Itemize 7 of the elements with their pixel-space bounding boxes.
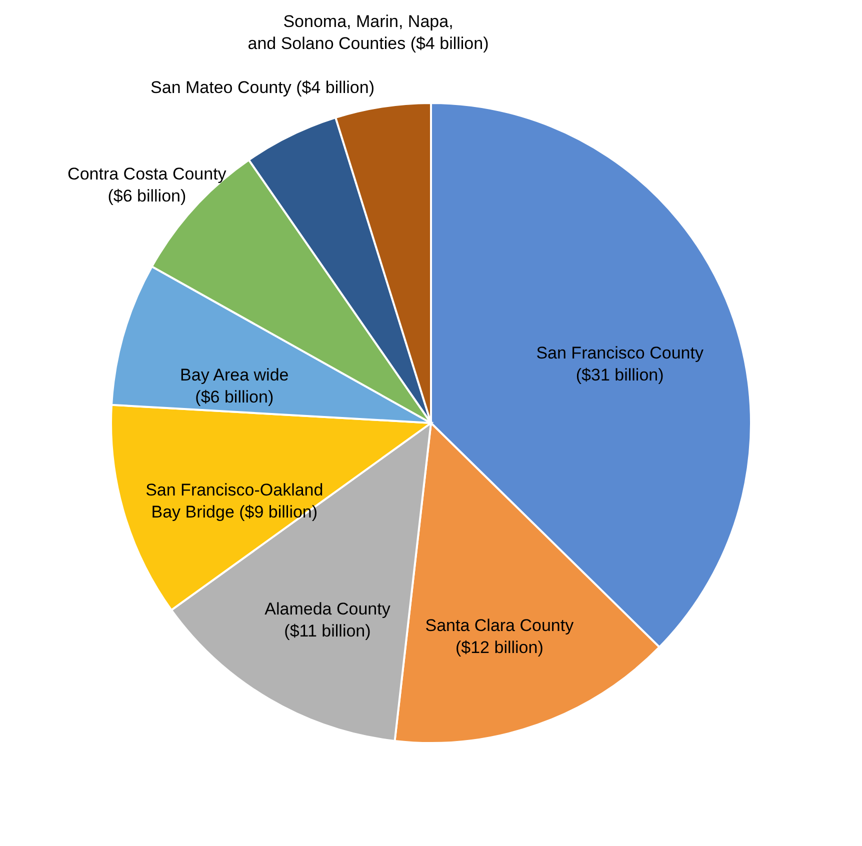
slice-label: San Mateo County ($4 billion) [150, 78, 375, 97]
slice-label: San Francisco County ($31 billion) [536, 344, 704, 385]
slice-label: Sonoma, Marin, Napa, and Solano Counties ($4 billion) [248, 12, 489, 53]
slice-label: Bay Area wide ($6 billion) [180, 366, 289, 407]
slice-label: Contra Costa County ($6 billion) [68, 164, 227, 206]
slice-label: Santa Clara County ($12 billion) [425, 616, 574, 658]
slice-label: Alameda County ($11 billion) [264, 600, 391, 641]
